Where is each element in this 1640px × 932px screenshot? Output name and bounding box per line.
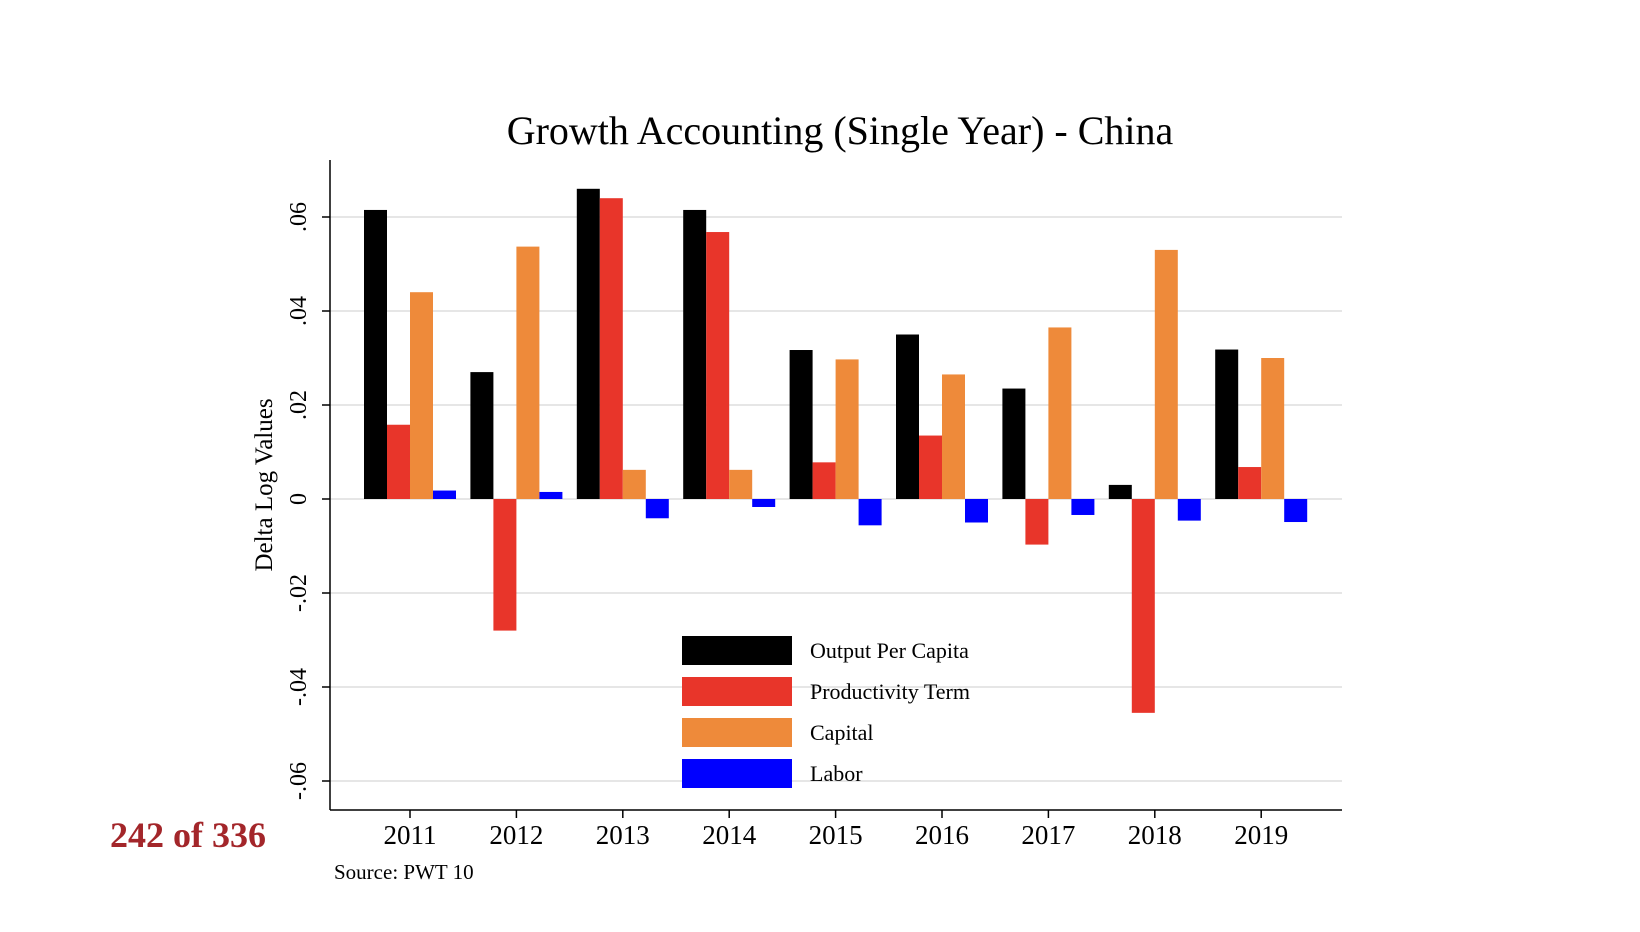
x-tick-label: 2019 bbox=[1234, 820, 1288, 850]
y-tick-label: -.04 bbox=[286, 668, 312, 706]
legend-label: Productivity Term bbox=[810, 679, 970, 704]
bar bbox=[706, 232, 730, 500]
y-tick-label: .06 bbox=[286, 202, 312, 232]
bar bbox=[965, 499, 988, 523]
y-axis-title: Delta Log Values bbox=[251, 398, 278, 571]
y-tick-label: .04 bbox=[286, 296, 312, 326]
bar bbox=[1177, 499, 1201, 521]
bar bbox=[1048, 327, 1072, 499]
x-tick-label: 2016 bbox=[915, 820, 969, 850]
x-tick-label: 2012 bbox=[489, 820, 543, 850]
y-tick-labels: -.06 -.04 -.02 0 .02 .04 .06 bbox=[286, 202, 330, 800]
bar bbox=[387, 424, 410, 499]
bar bbox=[683, 209, 707, 499]
source-note: Source: PWT 10 bbox=[334, 860, 474, 884]
legend-swatch bbox=[682, 759, 792, 788]
bar bbox=[1002, 388, 1026, 499]
bar bbox=[576, 188, 600, 500]
bar bbox=[364, 209, 387, 499]
bar bbox=[1154, 249, 1178, 499]
bar bbox=[470, 372, 494, 499]
legend-swatch bbox=[682, 677, 792, 706]
bar bbox=[433, 490, 456, 499]
x-tick-label: 2017 bbox=[1021, 820, 1075, 850]
bar bbox=[896, 334, 919, 499]
y-tick-label: -.02 bbox=[286, 574, 312, 612]
legend-swatch bbox=[682, 718, 792, 747]
bar bbox=[622, 469, 646, 499]
bar bbox=[789, 350, 813, 499]
bar bbox=[919, 435, 942, 499]
bar bbox=[1261, 358, 1285, 499]
x-tick-label: 2011 bbox=[384, 820, 437, 850]
bar bbox=[516, 246, 540, 499]
y-tick-label: 0 bbox=[286, 493, 312, 505]
legend: Output Per Capita Productivity Term Capita… bbox=[682, 636, 970, 788]
bar bbox=[942, 374, 965, 499]
bar bbox=[1071, 499, 1095, 515]
bar bbox=[752, 499, 776, 507]
bar bbox=[1108, 484, 1132, 499]
bar bbox=[1025, 499, 1049, 545]
bar bbox=[539, 491, 563, 499]
bar bbox=[1238, 467, 1262, 499]
bars bbox=[364, 188, 1308, 713]
legend-swatch bbox=[682, 636, 792, 665]
bar bbox=[812, 462, 836, 499]
legend-label: Capital bbox=[810, 720, 874, 745]
bar bbox=[410, 292, 433, 499]
slide-counter: 242 of 336 bbox=[110, 815, 266, 855]
bar bbox=[835, 359, 859, 499]
bar bbox=[493, 499, 517, 631]
x-tick-labels: 2011 2012 2013 2014 2015 2016 2017 2018 2019 bbox=[384, 810, 1288, 850]
bar bbox=[645, 499, 669, 519]
bar bbox=[858, 499, 882, 526]
bar bbox=[1215, 349, 1239, 499]
bar bbox=[1131, 499, 1155, 713]
y-tick-label: -.06 bbox=[286, 762, 312, 800]
x-tick-label: 2015 bbox=[809, 820, 863, 850]
bar bbox=[599, 198, 623, 499]
bar bbox=[1284, 499, 1308, 523]
x-tick-label: 2014 bbox=[702, 820, 757, 850]
chart-title: Growth Accounting (Single Year) - China bbox=[507, 108, 1174, 153]
bar bbox=[729, 469, 753, 499]
x-tick-label: 2018 bbox=[1128, 820, 1182, 850]
x-tick-label: 2013 bbox=[596, 820, 650, 850]
legend-label: Labor bbox=[810, 761, 863, 786]
legend-label: Output Per Capita bbox=[810, 638, 969, 663]
y-tick-label: .02 bbox=[286, 390, 312, 420]
